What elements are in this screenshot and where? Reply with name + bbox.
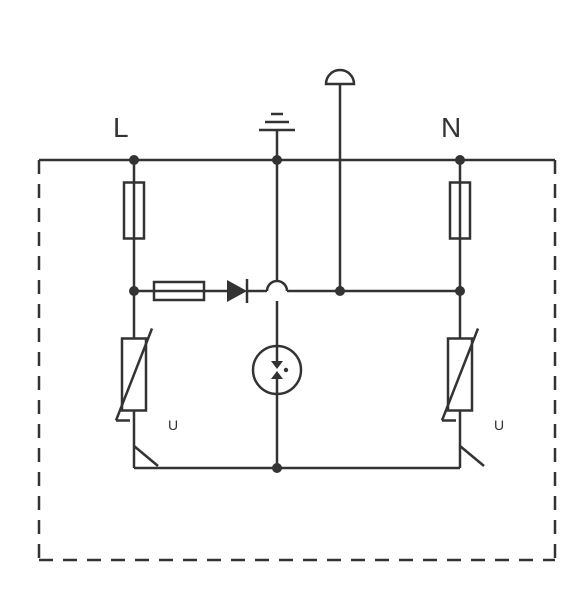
terminal-label-L: L	[113, 112, 129, 144]
circuit-diagram: { "diagram": { "type": "circuit-schemati…	[0, 0, 582, 592]
terminal-label-N: N	[441, 112, 461, 144]
schematic-svg: UU	[0, 0, 582, 592]
svg-text:U: U	[168, 417, 178, 433]
svg-text:U: U	[494, 417, 504, 433]
